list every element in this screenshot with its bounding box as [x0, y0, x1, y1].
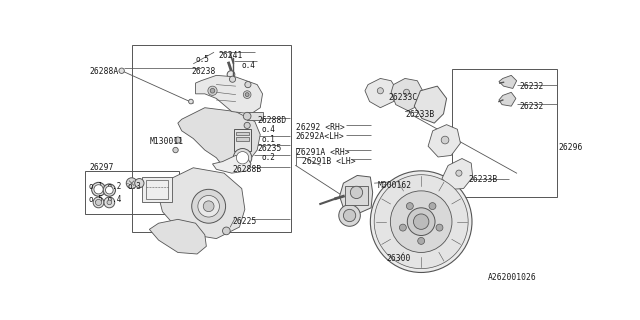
- Circle shape: [245, 93, 249, 97]
- Circle shape: [95, 199, 102, 205]
- Circle shape: [399, 224, 406, 231]
- Circle shape: [429, 203, 436, 210]
- Text: 26292 <RH>: 26292 <RH>: [296, 123, 344, 132]
- Bar: [236, 137, 249, 141]
- Circle shape: [93, 197, 104, 208]
- Text: o.1 o.2: o.1 o.2: [90, 182, 122, 191]
- Text: o.1: o.1: [262, 135, 276, 144]
- Text: 26233B: 26233B: [469, 175, 498, 184]
- Circle shape: [198, 196, 220, 217]
- Text: o.2: o.2: [262, 153, 276, 162]
- Text: o.5 o.4: o.5 o.4: [90, 196, 122, 204]
- Circle shape: [441, 136, 449, 144]
- Circle shape: [92, 182, 106, 196]
- Polygon shape: [340, 175, 372, 214]
- Polygon shape: [499, 92, 516, 106]
- Bar: [345, 186, 368, 205]
- Text: 26235: 26235: [257, 144, 282, 153]
- Polygon shape: [414, 86, 447, 123]
- Polygon shape: [149, 219, 206, 254]
- Circle shape: [244, 122, 250, 129]
- Text: 26232: 26232: [519, 101, 543, 110]
- Circle shape: [403, 89, 410, 95]
- Polygon shape: [159, 168, 245, 239]
- Text: 26291B <LH>: 26291B <LH>: [302, 157, 355, 166]
- Circle shape: [390, 191, 452, 252]
- Text: 26292A<LH>: 26292A<LH>: [296, 132, 344, 141]
- Text: M000162: M000162: [378, 181, 412, 190]
- Circle shape: [210, 88, 215, 93]
- Text: M130011: M130011: [149, 137, 184, 146]
- Circle shape: [204, 201, 214, 212]
- Circle shape: [106, 186, 113, 194]
- Circle shape: [103, 184, 115, 196]
- Text: o.4: o.4: [242, 61, 255, 70]
- Circle shape: [175, 137, 181, 143]
- Circle shape: [119, 68, 124, 73]
- Text: 26225: 26225: [232, 217, 257, 226]
- Text: 26296: 26296: [558, 143, 582, 152]
- Circle shape: [230, 76, 236, 82]
- Circle shape: [243, 112, 251, 120]
- Text: 26300: 26300: [387, 254, 411, 263]
- Polygon shape: [212, 156, 251, 173]
- Circle shape: [208, 86, 217, 95]
- Circle shape: [456, 170, 462, 176]
- Circle shape: [371, 171, 472, 273]
- Text: 26233C: 26233C: [388, 93, 417, 102]
- Text: o.3: o.3: [128, 182, 141, 191]
- Circle shape: [243, 91, 251, 99]
- Circle shape: [104, 197, 115, 208]
- Bar: [452, 69, 557, 197]
- Circle shape: [126, 178, 137, 188]
- Bar: [86, 171, 179, 214]
- Circle shape: [418, 237, 424, 244]
- Polygon shape: [442, 158, 473, 189]
- Circle shape: [107, 200, 111, 205]
- Text: o.5: o.5: [196, 55, 209, 64]
- Circle shape: [94, 185, 103, 194]
- Circle shape: [436, 224, 443, 231]
- Polygon shape: [365, 78, 397, 108]
- Bar: [236, 132, 249, 135]
- Polygon shape: [391, 78, 424, 111]
- Circle shape: [406, 203, 413, 210]
- Circle shape: [344, 209, 356, 222]
- Circle shape: [350, 186, 363, 198]
- Circle shape: [234, 148, 252, 167]
- Circle shape: [189, 99, 193, 104]
- Polygon shape: [428, 124, 460, 157]
- Circle shape: [227, 71, 235, 78]
- Text: A262001026: A262001026: [488, 273, 536, 282]
- Text: 26297: 26297: [90, 163, 114, 172]
- Circle shape: [173, 147, 178, 153]
- Circle shape: [407, 208, 435, 236]
- Text: 26288D: 26288D: [257, 116, 287, 125]
- Circle shape: [223, 227, 230, 235]
- Text: 26241: 26241: [219, 51, 243, 60]
- Circle shape: [135, 179, 144, 188]
- Text: 26288B: 26288B: [232, 165, 262, 174]
- Polygon shape: [196, 75, 262, 114]
- Bar: [147, 180, 168, 198]
- Bar: [143, 177, 172, 202]
- Bar: [132, 44, 291, 232]
- Bar: [247, 112, 262, 120]
- Circle shape: [378, 88, 383, 94]
- Text: 26232: 26232: [519, 82, 543, 91]
- Polygon shape: [178, 108, 260, 169]
- Circle shape: [413, 214, 429, 229]
- Circle shape: [374, 175, 468, 268]
- Circle shape: [339, 205, 360, 226]
- Text: 26238: 26238: [191, 67, 215, 76]
- Circle shape: [192, 189, 225, 223]
- Text: 26291A <RH>: 26291A <RH>: [296, 148, 349, 157]
- Circle shape: [236, 152, 249, 164]
- Circle shape: [245, 82, 251, 88]
- Text: 26233B: 26233B: [405, 110, 435, 119]
- Polygon shape: [499, 75, 516, 88]
- Text: 26288A: 26288A: [90, 67, 118, 76]
- Text: o.4: o.4: [262, 125, 276, 134]
- Bar: [234, 129, 251, 151]
